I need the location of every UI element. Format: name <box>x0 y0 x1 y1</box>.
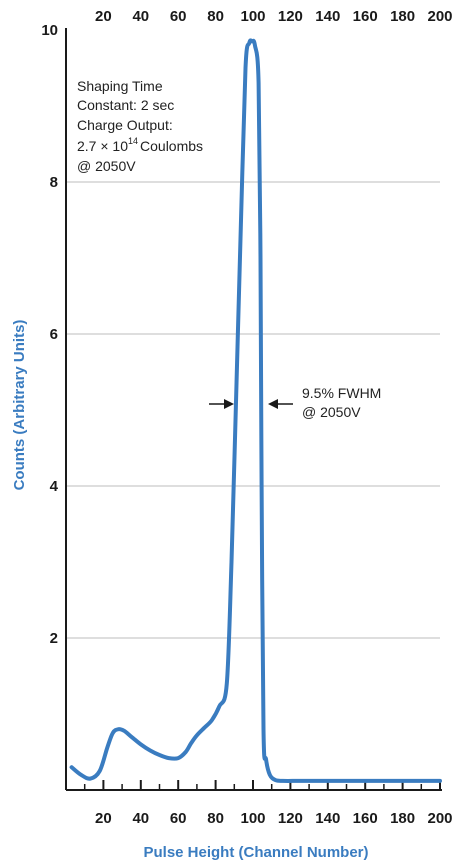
x-tick-label-top-20: 20 <box>95 8 112 25</box>
spectrum-line <box>69 38 442 783</box>
tick-labels: 2 4 6 8 10 20 20 40 40 60 60 80 80 100 100 120 120 140 140… <box>41 8 452 827</box>
x-tick-label-bottom-140: 140 <box>315 810 340 827</box>
x-tick-label-top-140: 140 <box>315 8 340 25</box>
charge-base: 2.7 × 10 <box>77 138 128 154</box>
y-axis-title: Counts (Arbitrary Units) <box>11 320 28 491</box>
y-tick-label-6: 6 <box>50 326 58 343</box>
charge-voltage-label: @ 2050V <box>77 158 136 174</box>
x-axis-title: Pulse Height (Channel Number) <box>143 844 368 861</box>
fwhm-voltage-label: @ 2050V <box>302 404 361 420</box>
x-tick-label-top-200: 200 <box>427 8 452 25</box>
gridlines <box>66 181 440 639</box>
x-tick-label-top-180: 180 <box>390 8 415 25</box>
x-tick-label-top-100: 100 <box>240 8 265 25</box>
fwhm-annotation: 9.5% FWHM @ 2050V <box>209 385 381 420</box>
charge-value-label: 2.7 × 1014 Coulombs <box>77 136 203 154</box>
charge-exponent: 14 <box>128 136 138 146</box>
x-tick-label-top-60: 60 <box>170 8 187 25</box>
x-tick-label-top-120: 120 <box>278 8 303 25</box>
x-tick-label-top-160: 160 <box>353 8 378 25</box>
settings-annotation: Shaping Time Constant: 2 sec Charge Outp… <box>77 78 203 174</box>
shaping-time-label: Shaping Time <box>77 78 163 94</box>
y-tick-label-4: 4 <box>50 478 59 495</box>
x-tick-label-top-40: 40 <box>132 8 149 25</box>
x-tick-label-bottom-180: 180 <box>390 810 415 827</box>
y-tick-label-10: 10 <box>41 22 58 39</box>
x-tick-label-top-80: 80 <box>207 8 224 25</box>
x-tick-label-bottom-60: 60 <box>170 810 187 827</box>
y-tick-label-2: 2 <box>50 630 58 647</box>
x-tick-label-bottom-80: 80 <box>207 810 224 827</box>
x-tick-label-bottom-20: 20 <box>95 810 112 827</box>
x-tick-label-bottom-160: 160 <box>353 810 378 827</box>
charge-output-label: Charge Output: <box>77 117 173 133</box>
x-tick-label-bottom-40: 40 <box>132 810 149 827</box>
charge-unit: Coulombs <box>140 138 203 154</box>
x-tick-label-bottom-200: 200 <box>427 810 452 827</box>
shaping-constant-label: Constant: 2 sec <box>77 97 174 113</box>
fwhm-left-arrowhead <box>224 399 234 409</box>
x-tick-label-bottom-100: 100 <box>240 810 265 827</box>
fwhm-right-arrowhead <box>268 399 278 409</box>
y-tick-label-8: 8 <box>50 174 58 191</box>
x-tick-label-bottom-120: 120 <box>278 810 303 827</box>
fwhm-label: 9.5% FWHM <box>302 385 381 401</box>
